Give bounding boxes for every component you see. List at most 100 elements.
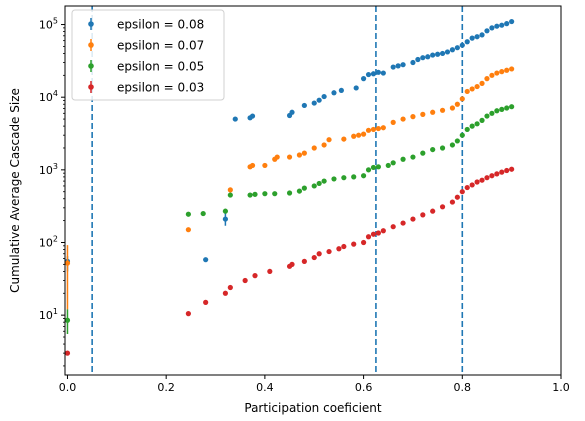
data-point [341,136,347,142]
data-point [464,184,470,191]
data-point [301,150,307,156]
data-point [499,69,505,75]
y-tick-label: 101 [39,307,58,322]
data-point [390,224,396,230]
data-point [185,311,191,317]
data-point [375,69,381,75]
data-point [321,93,327,100]
axes-frame [64,5,562,376]
data-point [227,187,233,193]
data-point [301,102,307,109]
data-point [459,42,465,48]
data-point [469,86,475,92]
legend-label: epsilon = 0.03 [117,81,204,95]
data-point [430,208,436,214]
data-point [474,83,480,90]
data-point [390,160,396,166]
y-axis-ticks: 101 102 103 104 105 [39,17,65,367]
data-point [494,23,500,29]
data-point [249,162,256,169]
data-point [449,142,456,148]
data-point [301,185,307,191]
data-point [316,97,322,103]
data-point [360,131,367,137]
data-point [400,220,406,226]
data-point [454,138,460,144]
data-point [65,350,71,356]
data-point [380,228,386,234]
data-point [311,145,317,151]
data-point [489,72,495,78]
x-tick-label: 0.2 [157,381,175,394]
data-point [410,154,416,160]
data-point [321,178,327,184]
data-point [504,167,510,174]
data-point [289,261,295,267]
legend-marker [88,63,94,69]
data-point [459,132,465,138]
data-point [454,194,460,200]
data-point [370,126,377,133]
data-point [252,273,258,279]
legend: epsilon = 0.08 epsilon = 0.07 epsilon = 0.… [71,9,225,101]
data-point [400,62,406,68]
y-tick-label: 104 [39,89,58,104]
data-point [351,133,357,139]
data-point [504,21,510,27]
data-point [509,166,515,172]
y-tick-label: 103 [39,162,58,177]
data-point [430,109,436,115]
data-point [474,121,480,127]
data-point [365,234,372,240]
legend-label: epsilon = 0.08 [117,18,204,32]
data-point [321,142,327,148]
data-point [316,180,322,187]
data-point [326,137,332,143]
data-point [267,268,273,275]
data-point [509,104,515,110]
data-point [242,277,248,284]
x-tick-label: 0.6 [355,381,373,394]
series-4 [65,166,515,356]
data-point [65,260,71,266]
data-point [464,88,470,95]
y-tick-label: 105 [39,17,58,32]
legend-label: epsilon = 0.05 [117,60,204,74]
data-point [439,145,446,151]
data-point [380,70,386,76]
data-point [509,66,515,72]
x-tick-label: 0.0 [59,381,77,394]
data-point [449,47,456,53]
legend-marker [88,84,94,90]
data-point [439,107,446,113]
data-point [365,127,372,133]
data-point [351,241,357,247]
data-point [286,190,293,196]
data-point [252,191,258,197]
data-point [272,191,278,197]
data-point [499,169,505,175]
data-point [469,123,475,129]
data-point [336,246,342,252]
data-point [232,116,238,122]
data-point [375,230,381,236]
legend-box [71,9,225,101]
data-point [479,32,485,38]
data-point [65,317,71,323]
data-point [249,113,256,119]
data-point [247,192,253,198]
data-point [439,50,446,57]
data-point [356,132,362,138]
x-tick-label: 1.0 [552,381,570,394]
plot-area [65,6,515,375]
data-point [415,56,421,63]
data-point [420,55,426,61]
data-point [311,100,317,106]
data-point [380,125,386,131]
data-point [454,45,460,51]
data-point [430,146,436,153]
data-point [341,175,347,181]
data-point [400,116,406,122]
data-point [444,49,451,55]
x-axis-label: Participation coeficient [244,401,382,415]
